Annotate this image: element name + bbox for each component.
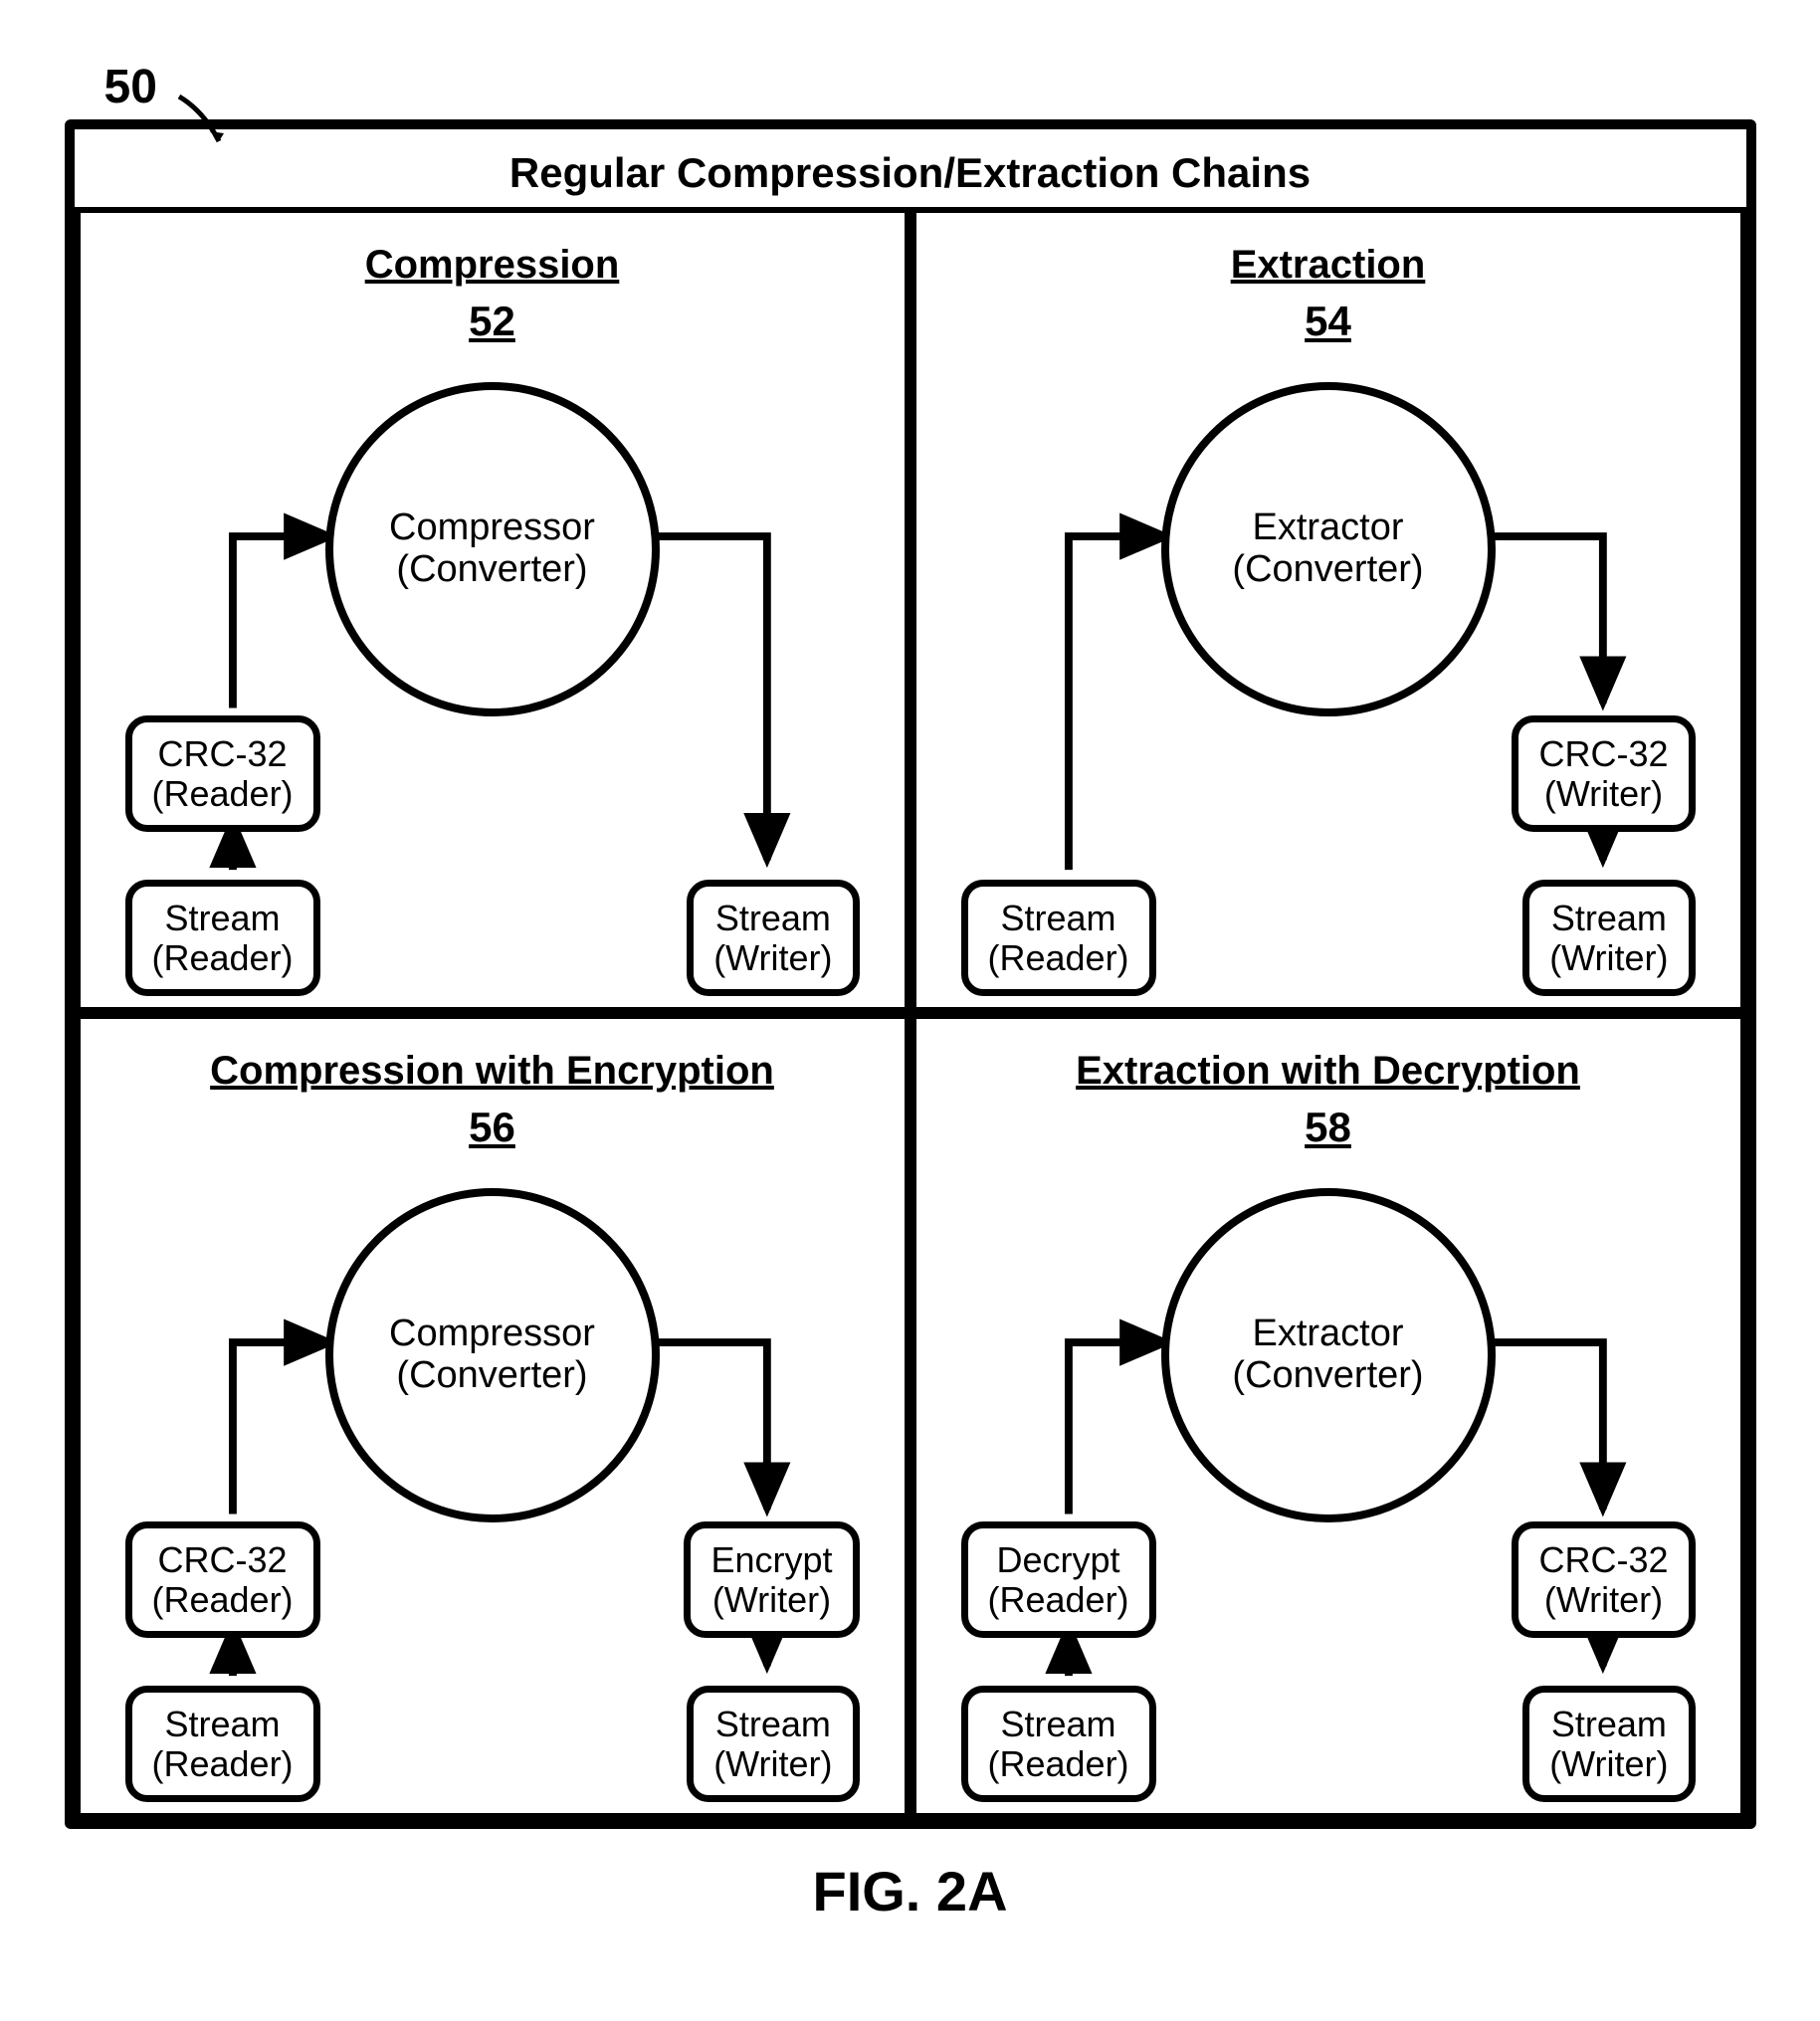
box-line2: (Reader) <box>988 1744 1129 1784</box>
stream-writer-box: Stream (Writer) <box>687 880 859 996</box>
crc-writer-box: CRC-32 (Writer) <box>1512 715 1695 832</box>
converter-label-1: Compressor <box>389 1314 595 1355</box>
main-title: Regular Compression/Extraction Chains <box>75 129 1746 207</box>
flow-area: Extractor (Converter) Decrypt (Reader) S… <box>916 1019 1740 1813</box>
decrypt-reader-box: Decrypt (Reader) <box>961 1521 1156 1638</box>
box-line1: CRC-32 <box>1538 1540 1668 1580</box>
stream-reader-box: Stream (Reader) <box>961 880 1156 996</box>
box-line1: Stream <box>1549 899 1668 938</box>
reference-arrow <box>174 92 234 151</box>
box-line1: Stream <box>988 1705 1129 1744</box>
box-line2: (Writer) <box>1538 774 1668 814</box>
stream-writer-box: Stream (Writer) <box>687 1686 859 1802</box>
stream-reader-box: Stream (Reader) <box>125 880 320 996</box>
box-line1: CRC-32 <box>1538 734 1668 774</box>
converter-label-2: (Converter) <box>1232 1355 1423 1397</box>
converter-label-2: (Converter) <box>396 549 587 591</box>
converter-node: Compressor (Converter) <box>325 1188 660 1522</box>
stream-reader-box: Stream (Reader) <box>961 1686 1156 1802</box>
box-line1: Stream <box>152 1705 294 1744</box>
reference-number: 50 <box>104 60 157 114</box>
quad-extraction: Extraction 54 <box>910 207 1746 1013</box>
box-line1: Stream <box>988 899 1129 938</box>
converter-label-2: (Converter) <box>1232 549 1423 591</box>
box-line1: Encrypt <box>710 1540 832 1580</box>
stream-reader-box: Stream (Reader) <box>125 1686 320 1802</box>
stream-writer-box: Stream (Writer) <box>1522 1686 1695 1802</box>
quad-compression-encryption: Compression with Encryption 56 <box>75 1013 910 1819</box>
flow-area: Compressor (Converter) CRC-32 (Reader) S… <box>81 1019 905 1813</box>
quad-extraction-decryption: Extraction with Decryption 58 <box>910 1013 1746 1819</box>
box-line2: (Reader) <box>152 1580 294 1620</box>
box-line1: Stream <box>152 899 294 938</box>
box-line2: (Writer) <box>1538 1580 1668 1620</box>
quad-grid: Compression 52 <box>75 207 1746 1819</box>
box-line2: (Reader) <box>152 938 294 978</box>
converter-label-1: Compressor <box>389 507 595 549</box>
box-line2: (Reader) <box>152 774 294 814</box>
box-line1: CRC-32 <box>152 734 294 774</box>
encrypt-writer-box: Encrypt (Writer) <box>684 1521 859 1638</box>
crc-writer-box: CRC-32 (Writer) <box>1512 1521 1695 1638</box>
quad-compression: Compression 52 <box>75 207 910 1013</box>
box-line1: Stream <box>713 1705 832 1744</box>
box-line1: Decrypt <box>988 1540 1129 1580</box>
converter-node: Extractor (Converter) <box>1161 382 1496 716</box>
diagram-container: 50 Regular Compression/Extraction Chains… <box>65 119 1756 1923</box>
converter-node: Compressor (Converter) <box>325 382 660 716</box>
box-line1: CRC-32 <box>152 1540 294 1580</box>
box-line2: (Writer) <box>1549 938 1668 978</box>
box-line2: (Writer) <box>713 1744 832 1784</box>
box-line1: Stream <box>1549 1705 1668 1744</box>
box-line1: Stream <box>713 899 832 938</box>
outer-frame: Regular Compression/Extraction Chains Co… <box>65 119 1756 1829</box>
box-line2: (Reader) <box>988 1580 1129 1620</box>
flow-area: Extractor (Converter) CRC-32 (Writer) St… <box>916 213 1740 1007</box>
flow-area: Compressor (Converter) CRC-32 (Reader) S… <box>81 213 905 1007</box>
converter-label-2: (Converter) <box>396 1355 587 1397</box>
stream-writer-box: Stream (Writer) <box>1522 880 1695 996</box>
box-line2: (Reader) <box>988 938 1129 978</box>
converter-label-1: Extractor <box>1252 1314 1403 1355</box>
crc-reader-box: CRC-32 (Reader) <box>125 715 320 832</box>
converter-label-1: Extractor <box>1252 507 1403 549</box>
box-line2: (Reader) <box>152 1744 294 1784</box>
figure-label: FIG. 2A <box>65 1859 1756 1923</box>
box-line2: (Writer) <box>713 938 832 978</box>
box-line2: (Writer) <box>710 1580 832 1620</box>
box-line2: (Writer) <box>1549 1744 1668 1784</box>
converter-node: Extractor (Converter) <box>1161 1188 1496 1522</box>
crc-reader-box: CRC-32 (Reader) <box>125 1521 320 1638</box>
